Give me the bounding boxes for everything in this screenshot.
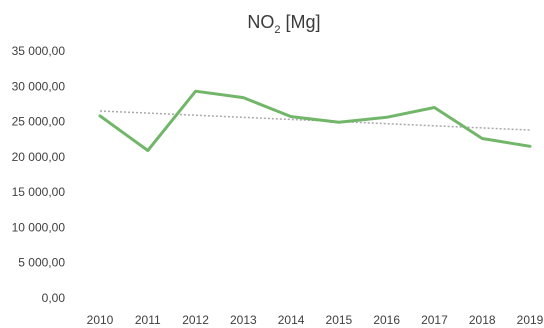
x-tick-label: 2018 bbox=[469, 313, 496, 327]
y-tick-label: 20 000,00 bbox=[12, 150, 66, 164]
y-axis-ticks: 0,00 5 000,00 10 000,00 15 000,00 20 000,00 2… bbox=[12, 44, 66, 305]
y-tick-label: 15 000,00 bbox=[12, 185, 66, 199]
x-tick-label: 2016 bbox=[373, 313, 400, 327]
series-group bbox=[100, 91, 530, 150]
y-tick-label: 10 000,00 bbox=[12, 220, 66, 234]
y-tick-label: 5 000,00 bbox=[18, 256, 65, 270]
y-tick-label: 35 000,00 bbox=[12, 44, 66, 58]
svg-text:NO2 [Mg]: NO2 [Mg] bbox=[247, 12, 320, 36]
x-tick-label: 2013 bbox=[230, 313, 257, 327]
chart-title-prefix: NO bbox=[247, 12, 274, 32]
y-tick-label: 30 000,00 bbox=[12, 79, 66, 93]
x-tick-label: 2014 bbox=[278, 313, 305, 327]
x-tick-label: 2015 bbox=[326, 313, 353, 327]
chart-title: NO2 [Mg] bbox=[247, 12, 320, 36]
x-tick-label: 2019 bbox=[517, 313, 544, 327]
series-line bbox=[100, 91, 530, 150]
x-axis-ticks: 2010 2011 2012 2013 2014 2015 2016 2017 2018 2019 bbox=[87, 313, 544, 327]
x-tick-label: 2011 bbox=[135, 313, 161, 327]
y-tick-label: 25 000,00 bbox=[12, 115, 66, 129]
chart-title-suffix: [Mg] bbox=[281, 12, 321, 32]
x-tick-label: 2017 bbox=[421, 313, 448, 327]
x-tick-label: 2012 bbox=[182, 313, 209, 327]
y-tick-label: 0,00 bbox=[42, 291, 66, 305]
x-tick-label: 2010 bbox=[87, 313, 114, 327]
